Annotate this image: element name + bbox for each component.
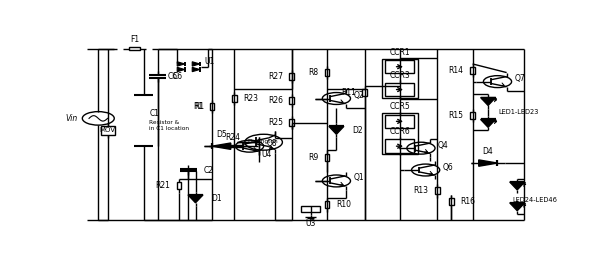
Text: R9: R9 <box>308 153 318 162</box>
Text: Darlington: Darlington <box>247 139 278 144</box>
Bar <box>449 198 454 205</box>
Text: R8: R8 <box>308 68 318 77</box>
Polygon shape <box>188 195 203 203</box>
Polygon shape <box>481 98 496 106</box>
Text: CCR6: CCR6 <box>390 127 410 136</box>
Text: C6: C6 <box>173 72 183 81</box>
Bar <box>325 154 330 161</box>
Text: D4: D4 <box>483 147 493 156</box>
Polygon shape <box>212 143 231 149</box>
Text: LED24-LED46: LED24-LED46 <box>513 197 558 203</box>
Text: Vin: Vin <box>65 114 78 123</box>
Text: U1: U1 <box>204 57 215 66</box>
Bar <box>382 59 418 98</box>
Text: LED1-LED23: LED1-LED23 <box>498 109 539 115</box>
Text: Q6: Q6 <box>442 163 453 172</box>
Bar <box>225 145 242 147</box>
Bar <box>232 95 237 102</box>
Text: Q7: Q7 <box>514 74 525 83</box>
Text: U4: U4 <box>261 150 271 159</box>
Text: R27: R27 <box>268 72 283 81</box>
Text: Resistor &: Resistor & <box>150 120 180 125</box>
Text: Q2: Q2 <box>353 91 364 100</box>
Polygon shape <box>510 203 525 211</box>
Text: R10: R10 <box>336 200 351 209</box>
Text: D2: D2 <box>352 126 363 135</box>
Bar <box>385 139 415 153</box>
Text: MOV: MOV <box>99 127 116 133</box>
Text: R1: R1 <box>195 102 204 111</box>
Bar <box>470 67 475 74</box>
Text: CCR5: CCR5 <box>390 102 410 111</box>
Polygon shape <box>510 182 525 190</box>
Polygon shape <box>329 126 344 134</box>
Polygon shape <box>192 67 200 72</box>
Text: R1: R1 <box>193 102 203 111</box>
Text: R26: R26 <box>268 96 283 105</box>
Text: CCR1: CCR1 <box>390 48 410 57</box>
Bar <box>325 201 330 208</box>
Text: R16: R16 <box>461 197 475 206</box>
Polygon shape <box>192 62 200 66</box>
Bar <box>325 69 330 76</box>
Text: C2: C2 <box>204 166 213 174</box>
Bar <box>385 60 415 74</box>
Bar <box>385 115 415 128</box>
Text: R14: R14 <box>448 66 464 75</box>
Text: F1: F1 <box>130 35 139 44</box>
Polygon shape <box>177 67 185 72</box>
Text: R13: R13 <box>413 186 428 195</box>
Text: R25: R25 <box>268 118 283 127</box>
Bar <box>290 97 294 104</box>
Polygon shape <box>177 62 185 66</box>
Text: Q8: Q8 <box>267 139 277 148</box>
Bar <box>470 112 475 119</box>
Text: CCR3: CCR3 <box>390 71 410 80</box>
Text: R24: R24 <box>225 133 241 142</box>
Bar <box>301 206 320 212</box>
Text: C1: C1 <box>150 109 159 118</box>
Text: R21: R21 <box>155 181 170 190</box>
Bar <box>382 114 418 154</box>
Text: Q4: Q4 <box>438 141 448 150</box>
Text: R11: R11 <box>341 88 356 97</box>
Bar <box>290 119 294 126</box>
Bar <box>385 83 415 96</box>
Bar <box>362 89 367 96</box>
Bar <box>290 73 294 80</box>
Text: R23: R23 <box>244 94 258 103</box>
Text: R15: R15 <box>448 111 464 120</box>
Polygon shape <box>479 160 498 166</box>
Text: Q1: Q1 <box>353 173 364 182</box>
Bar <box>177 182 181 189</box>
Bar <box>435 187 440 195</box>
Bar <box>101 126 115 135</box>
Text: U3: U3 <box>305 219 316 228</box>
Text: D5: D5 <box>216 130 227 139</box>
Polygon shape <box>481 119 496 127</box>
Bar <box>128 47 141 50</box>
Bar <box>210 103 215 110</box>
Text: D1: D1 <box>211 194 222 203</box>
Text: C6: C6 <box>167 72 178 81</box>
Text: in C1 location: in C1 location <box>150 126 190 131</box>
